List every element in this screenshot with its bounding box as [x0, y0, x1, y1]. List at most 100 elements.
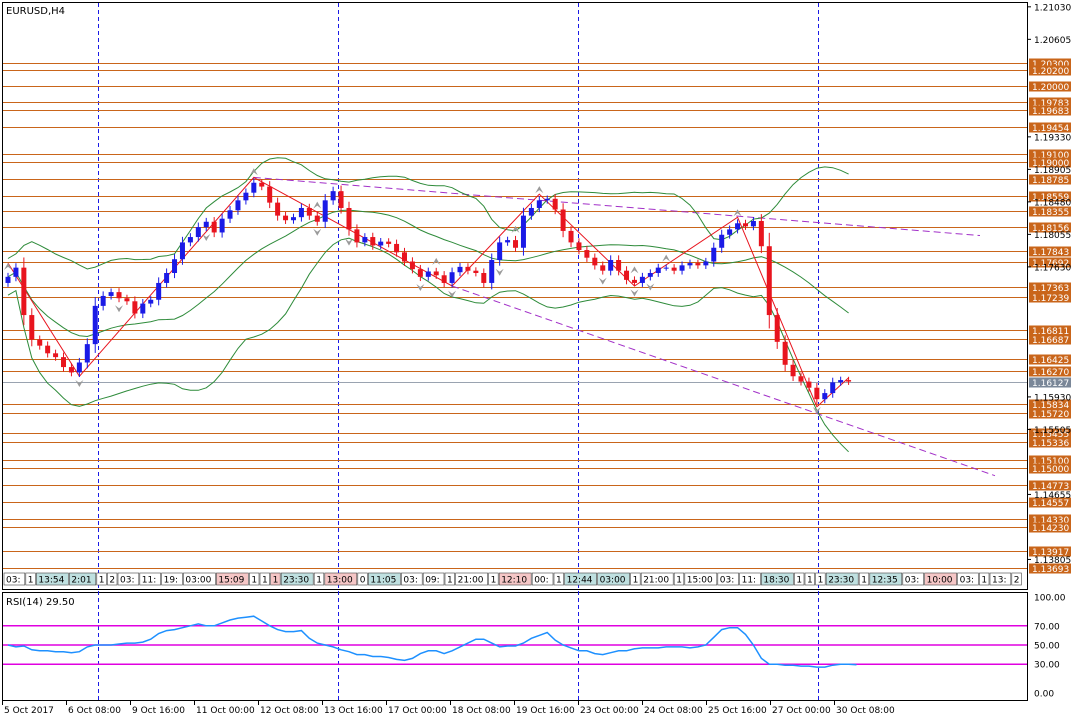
level-tag-label: 1.15455 — [1032, 430, 1069, 440]
time-axis-label: 18 Oct 08:00 — [452, 706, 511, 716]
event-marker — [139, 572, 161, 586]
event-marker-label: 1 — [491, 576, 497, 586]
candle-bear — [21, 267, 27, 316]
candle-bull — [830, 382, 836, 394]
event-marker — [280, 572, 314, 586]
event-marker — [564, 572, 597, 586]
level-tag — [1029, 246, 1071, 257]
level-tag-label: 1.19454 — [1032, 124, 1069, 134]
candle-bull — [425, 271, 431, 277]
event-marker-label: 1 — [818, 576, 824, 586]
fractal-markers — [4, 168, 821, 414]
level-tag — [1029, 408, 1071, 419]
candle-bear — [45, 345, 51, 354]
level-tag-label: 1.18785 — [1032, 176, 1069, 186]
candle-bear — [124, 298, 130, 302]
bollinger-upper — [7, 157, 849, 270]
time-axis-label: 17 Oct 00:00 — [388, 706, 447, 716]
level-tag-label: 1.15100 — [1032, 457, 1069, 467]
candle-bear — [116, 292, 122, 299]
candle-bull — [164, 272, 170, 283]
event-marker — [825, 572, 859, 586]
fractal-down-arrow — [416, 284, 425, 292]
time-axis-label: 13 Oct 16:00 — [324, 706, 383, 716]
level-tag — [1029, 463, 1071, 474]
event-marker-label: 1 — [28, 576, 34, 586]
candle-bear — [616, 259, 622, 271]
event-marker-label: 23:30 — [828, 576, 854, 586]
level-tag — [1029, 546, 1071, 557]
candle-bear — [742, 223, 748, 227]
event-marker — [270, 572, 281, 586]
level-tag — [1029, 191, 1071, 202]
candle-bear — [814, 387, 820, 400]
event-marker-label: 03:00 — [600, 576, 626, 586]
candle-bear — [132, 301, 138, 314]
event-marker-label: 13:54 — [38, 576, 64, 586]
candle-bull — [92, 305, 98, 345]
event-marker-label: 09: — [425, 576, 439, 586]
candle-bear — [53, 353, 59, 358]
level-tag — [1029, 334, 1071, 345]
candle-bear — [338, 191, 344, 208]
candle-bear — [441, 275, 447, 283]
event-marker-label: 1 — [447, 576, 453, 586]
price-axis-label: 1.14655 — [1034, 491, 1071, 501]
candle-bull — [203, 221, 209, 228]
rsi-axis-label: 50.00 — [1034, 642, 1060, 652]
candle-bull — [449, 272, 455, 283]
candle-bull — [362, 237, 368, 243]
fractal-up-arrow — [662, 254, 671, 262]
candle-bear — [306, 207, 312, 216]
level-tag — [1029, 105, 1071, 116]
fractal-up-arrow — [535, 186, 544, 194]
candle-bear — [473, 270, 479, 273]
event-marker — [259, 572, 270, 586]
event-marker-label: 10:00 — [927, 576, 953, 586]
candle-bear — [513, 240, 519, 248]
candle-bull — [172, 259, 178, 273]
event-marker — [25, 572, 36, 586]
candle-bull — [822, 393, 828, 400]
event-marker — [422, 572, 445, 586]
candle-bear — [68, 367, 74, 373]
level-tag-label: 1.15720 — [1032, 410, 1069, 420]
event-marker-label: 03: — [6, 576, 20, 586]
event-marker-label: 03: — [403, 576, 417, 586]
event-marker-label: 11:05 — [370, 576, 396, 586]
candle-bull — [100, 295, 106, 306]
current-price-label: 1.16127 — [1032, 379, 1069, 389]
event-marker-label: 11: — [742, 576, 756, 586]
candle-bear — [568, 230, 574, 243]
level-tag — [1029, 149, 1071, 160]
candle-bull — [663, 267, 669, 269]
event-marker-label: 1 — [861, 576, 867, 586]
level-tag-label: 1.13693 — [1032, 565, 1069, 575]
level-tag — [1029, 497, 1071, 508]
event-marker-label: 03: — [720, 576, 734, 586]
candle-bull — [330, 191, 336, 201]
candle-bull — [679, 265, 685, 271]
event-marker-label: 12:35 — [872, 576, 898, 586]
level-tag — [1029, 174, 1071, 185]
event-marker-label: 1 — [99, 576, 105, 586]
price-axis-label: 1.18905 — [1034, 166, 1071, 176]
level-tag-label: 1.14557 — [1032, 499, 1069, 509]
level-tag-label: 1.20300 — [1032, 60, 1069, 70]
level-tag-label: 1.16425 — [1032, 356, 1069, 366]
candle-bear — [806, 381, 812, 388]
level-tag-label: 1.17692 — [1032, 259, 1069, 269]
candle-bear — [766, 246, 772, 316]
candle-bear — [695, 263, 701, 266]
level-tag — [1029, 325, 1071, 336]
event-marker — [107, 572, 118, 586]
fractal-up-arrow — [249, 168, 258, 176]
level-tag — [1029, 399, 1071, 410]
fractal-down-arrow — [448, 290, 457, 298]
candle-bull — [298, 207, 304, 218]
candle-bull — [140, 303, 146, 314]
candle-bear — [782, 341, 788, 365]
event-marker — [815, 572, 826, 586]
event-marker-label: 23:30 — [283, 576, 309, 586]
